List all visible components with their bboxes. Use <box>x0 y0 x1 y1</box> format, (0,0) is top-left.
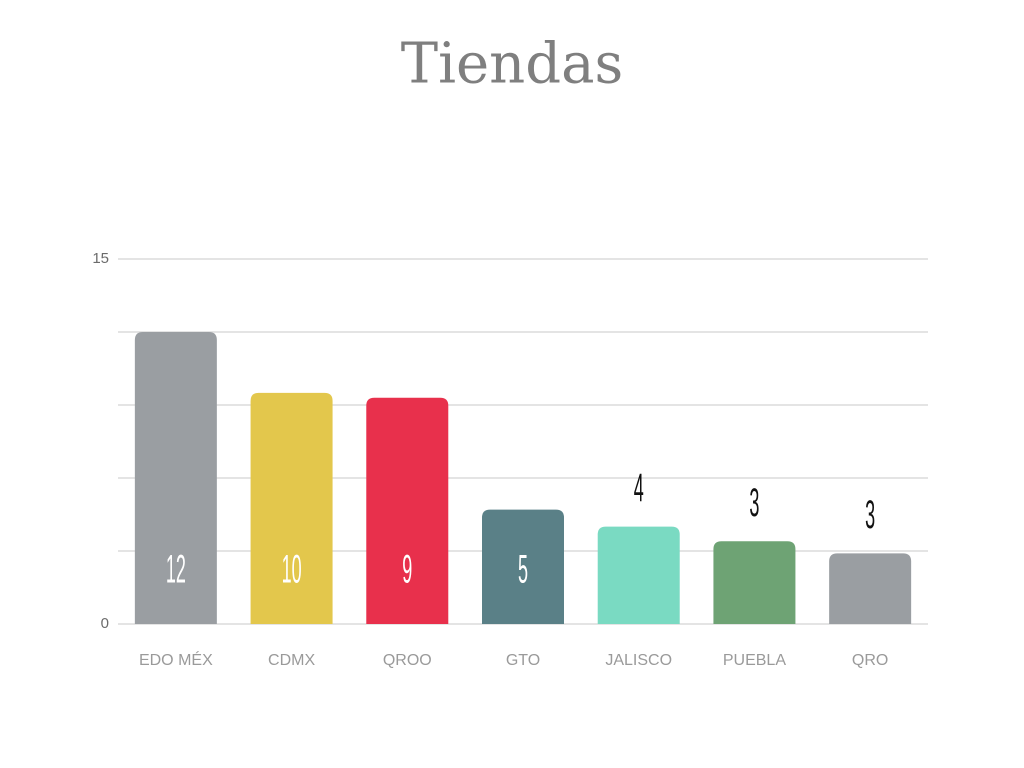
x-tick-label: EDO MÉX <box>139 650 213 669</box>
x-tick-label: GTO <box>506 652 540 669</box>
bar <box>482 509 564 624</box>
x-tick-label: PUEBLA <box>723 652 786 669</box>
value-label: 12 <box>166 546 186 591</box>
value-label: 10 <box>282 546 302 591</box>
x-tick-label: QRO <box>852 652 888 669</box>
value-label: 5 <box>518 546 528 591</box>
value-label: 4 <box>634 465 644 510</box>
bar <box>134 332 217 624</box>
bar <box>250 392 333 624</box>
value-label: 3 <box>865 492 875 537</box>
value-label: 3 <box>749 480 759 525</box>
y-tick-label: 15 <box>92 250 109 267</box>
bar <box>713 541 796 624</box>
chart-title: Tiendas <box>401 32 623 97</box>
bar <box>829 553 912 624</box>
x-tick-label: QROO <box>383 652 432 669</box>
bar <box>366 397 449 624</box>
value-label: 9 <box>402 546 412 591</box>
x-tick-label: JALISCO <box>605 652 672 669</box>
y-tick-label: 0 <box>101 615 109 632</box>
bar <box>597 526 680 624</box>
x-tick-label: CDMX <box>268 652 315 669</box>
